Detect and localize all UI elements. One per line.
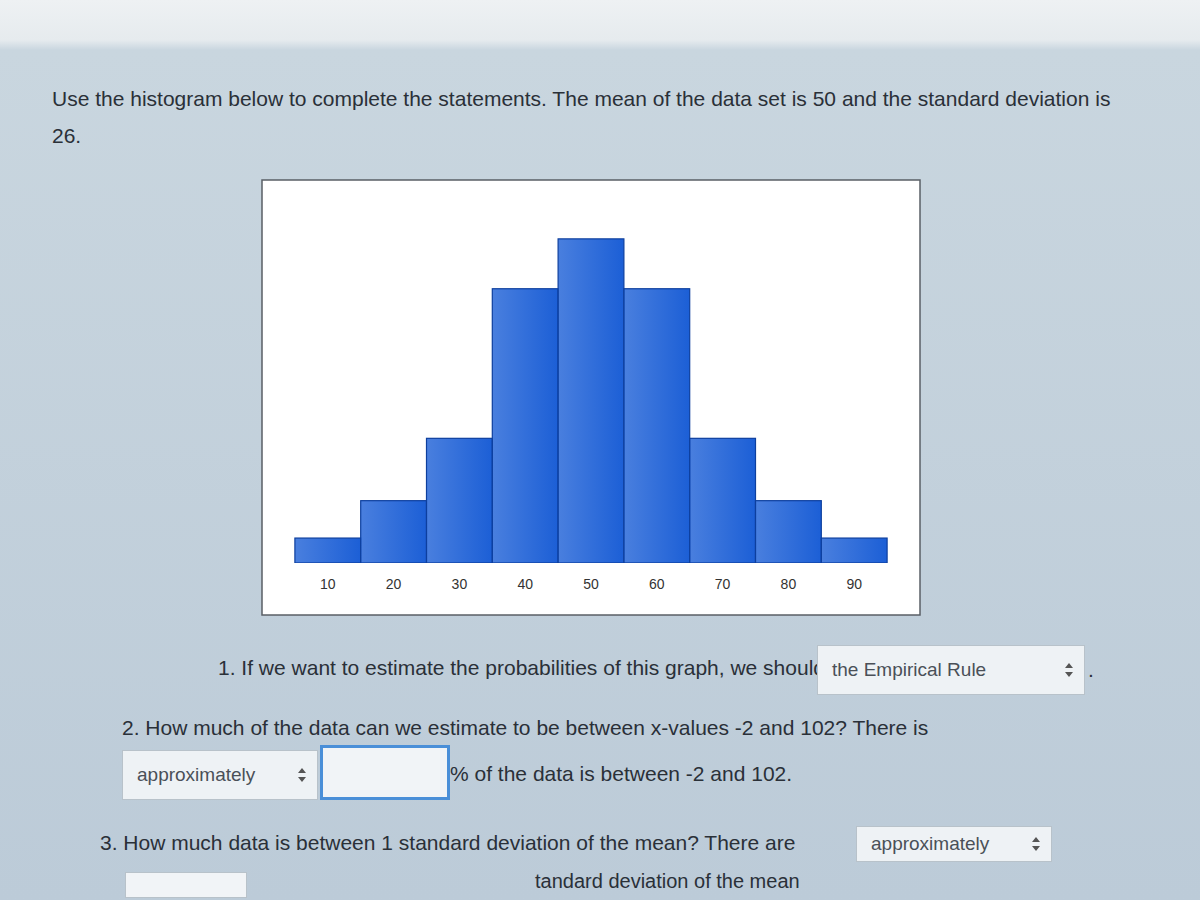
question-2-suffix: % of the data is between -2 and 102.: [450, 762, 792, 786]
x-tick-label: 90: [846, 576, 862, 592]
question-3: 3. How much data is between 1 standard d…: [100, 831, 795, 855]
histogram-bar: [558, 239, 624, 563]
x-tick-label: 20: [386, 576, 402, 592]
histogram-bar: [756, 501, 822, 563]
histogram-bar: [295, 538, 361, 563]
instructions: Use the histogram below to complete the …: [52, 80, 1127, 154]
x-tick-label: 70: [715, 576, 731, 592]
histogram-bar: [427, 438, 493, 563]
question-2: 2. How much of the data can we estimate …: [122, 716, 928, 740]
qualifier-select[interactable]: approximately: [122, 750, 318, 800]
percent-input[interactable]: [320, 745, 450, 800]
question-1-end: .: [1088, 658, 1094, 682]
select-arrow: [1064, 662, 1074, 678]
histogram-bar: [821, 538, 887, 563]
qualifier-select[interactable]: approximately: [856, 826, 1052, 862]
answer-select[interactable]: the Empirical Rule: [817, 645, 1085, 695]
x-tick-label: 10: [320, 576, 336, 592]
select-arrow: [297, 767, 307, 783]
bars: [295, 239, 887, 563]
question-3-suffix: tandard deviation of the mean: [535, 870, 800, 893]
input-stub[interactable]: [125, 872, 247, 898]
x-tick-label: 40: [517, 576, 533, 592]
histogram-bar: [624, 289, 690, 563]
x-tick-label: 50: [583, 576, 599, 592]
plot-frame: [262, 180, 920, 615]
histogram-bar: [690, 438, 756, 563]
histogram-bar: [492, 289, 558, 563]
x-tick-label: 60: [649, 576, 665, 592]
histogram-bar: [361, 501, 427, 563]
x-tick-label: 30: [452, 576, 468, 592]
x-tick-label: 80: [781, 576, 797, 592]
question-1: 1. If we want to estimate the probabilit…: [218, 656, 865, 680]
select-arrow: [1031, 836, 1041, 852]
